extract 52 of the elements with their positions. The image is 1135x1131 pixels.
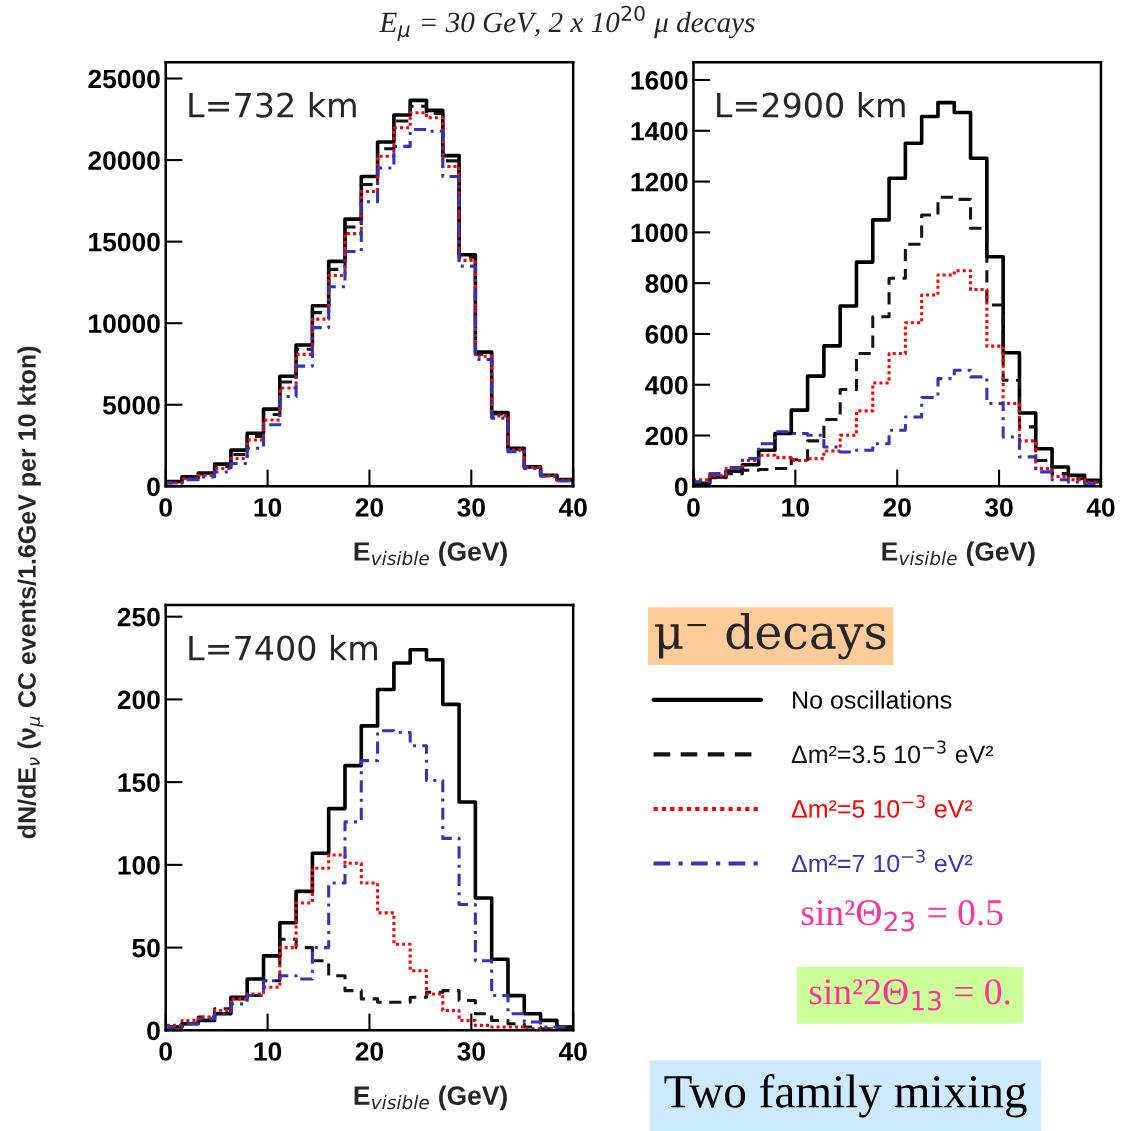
x-tick-label: 0 [687, 498, 700, 517]
y-axis-title: dN/dE$_{ν}$ (ν$_{μ}$ CC events/1.6GeV per 10 kton) [17, 346, 44, 839]
y-tick-label: 100 [118, 856, 160, 875]
y-tick-label: 1200 [631, 172, 688, 192]
y-tick-label: 1000 [631, 223, 688, 243]
legend-label: Δm²=7 10$^{−3}$ eV² [791, 849, 973, 873]
y-tick-label: 800 [645, 274, 688, 293]
y-tick-label: 400 [645, 375, 688, 395]
x-tick-label: 40 [1086, 498, 1115, 517]
x-tick-label: 10 [782, 498, 809, 517]
annotation: L=732 km [189, 91, 356, 118]
x-tick-label: 10 [254, 498, 282, 517]
text: sin²2Θ$_{13}$ = 0. [809, 979, 1010, 1011]
y-tick-label: 20000 [88, 151, 160, 170]
text: sin²Θ$_{23}$ = 0.5 [801, 899, 1003, 932]
y-tick-label: 1600 [631, 71, 688, 90]
y-tick-label: 1400 [631, 121, 688, 141]
y-tick-label: 600 [645, 325, 688, 344]
y-tick-label: 0 [674, 477, 688, 497]
legend-label: Δm²=3.5 10$^{−3}$ eV² [791, 740, 994, 764]
y-tick-label: 150 [118, 773, 160, 792]
x-tick-label: 20 [355, 498, 384, 517]
legend-label: No oscillations [793, 690, 952, 709]
x-tick-label: 30 [985, 498, 1013, 517]
y-tick-label: 5000 [102, 395, 160, 415]
x-tick-label: 10 [254, 1042, 282, 1061]
y-tick-label: 200 [645, 426, 688, 446]
x-tick-label: 0 [159, 1042, 172, 1061]
x-tick-label: 40 [558, 498, 587, 517]
legend-label: Δm²=5 10$^{−3}$ eV² [791, 794, 973, 818]
y-tick-label: 50 [132, 938, 160, 958]
y-tick-label: 15000 [89, 232, 160, 252]
x-tick-label: 20 [355, 1042, 384, 1061]
y-tick-label: 0 [147, 477, 160, 497]
chart-title: E$_{μ}$ = 30 GeV, 2 x 10$^{20}$ μ decays [379, 5, 755, 41]
x-tick-label: 30 [457, 498, 485, 517]
y-tick-label: 10000 [89, 314, 160, 334]
x-tick-label: 40 [558, 1042, 587, 1061]
x-axis-title: E$_{visible}$ (GeV) [354, 1085, 507, 1111]
x-axis-title: E$_{visible}$ (GeV) [882, 541, 1035, 567]
legend-title: μ⁻ decays [655, 612, 886, 660]
x-tick-label: 20 [883, 498, 911, 517]
x-tick-label: 30 [457, 1042, 485, 1061]
y-tick-label: 250 [117, 607, 160, 627]
y-tick-label: 200 [117, 690, 160, 710]
y-tick-label: 0 [147, 1021, 160, 1041]
x-tick-label: 0 [159, 498, 172, 517]
x-axis-title: E$_{visible}$ (GeV) [354, 541, 507, 567]
annotation: L=7400 km [189, 634, 377, 661]
text: Two family mixing [664, 1073, 1027, 1118]
y-tick-label: 25000 [88, 69, 160, 89]
annotation: L=2900 km [717, 91, 905, 118]
